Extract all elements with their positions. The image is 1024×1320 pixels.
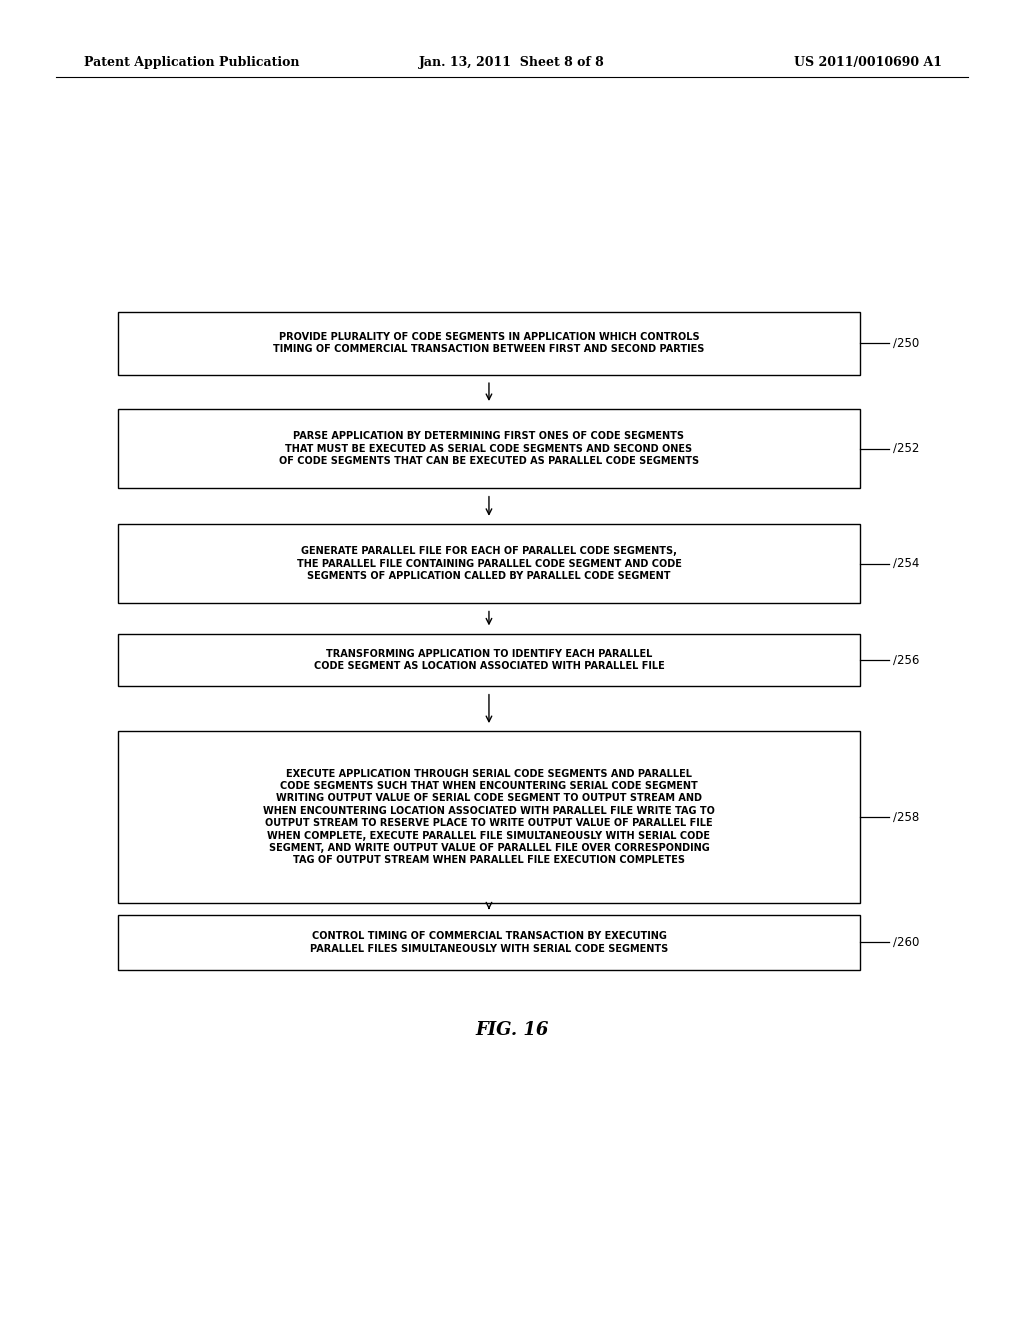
Text: EXECUTE APPLICATION THROUGH SERIAL CODE SEGMENTS AND PARALLEL
CODE SEGMENTS SUCH: EXECUTE APPLICATION THROUGH SERIAL CODE … (263, 768, 715, 866)
Text: TRANSFORMING APPLICATION TO IDENTIFY EACH PARALLEL
CODE SEGMENT AS LOCATION ASSO: TRANSFORMING APPLICATION TO IDENTIFY EAC… (313, 649, 665, 671)
Text: ∕256: ∕256 (893, 653, 920, 667)
Bar (118, 409, 860, 488)
Text: US 2011/0010690 A1: US 2011/0010690 A1 (794, 55, 942, 69)
Text: ∕258: ∕258 (893, 810, 920, 824)
Text: ∕260: ∕260 (893, 936, 920, 949)
Text: ∕250: ∕250 (893, 337, 920, 350)
Text: ∕254: ∕254 (893, 557, 920, 570)
Text: Patent Application Publication: Patent Application Publication (84, 55, 299, 69)
Text: CONTROL TIMING OF COMMERCIAL TRANSACTION BY EXECUTING
PARALLEL FILES SIMULTANEOU: CONTROL TIMING OF COMMERCIAL TRANSACTION… (310, 932, 668, 953)
Text: ∕252: ∕252 (893, 442, 920, 455)
Bar (118, 312, 860, 375)
Text: PROVIDE PLURALITY OF CODE SEGMENTS IN APPLICATION WHICH CONTROLS
TIMING OF COMME: PROVIDE PLURALITY OF CODE SEGMENTS IN AP… (273, 333, 705, 354)
Text: FIG. 16: FIG. 16 (475, 1020, 549, 1039)
Text: GENERATE PARALLEL FILE FOR EACH OF PARALLEL CODE SEGMENTS,
THE PARALLEL FILE CON: GENERATE PARALLEL FILE FOR EACH OF PARAL… (297, 546, 681, 581)
Bar (118, 524, 860, 603)
Text: PARSE APPLICATION BY DETERMINING FIRST ONES OF CODE SEGMENTS
THAT MUST BE EXECUT: PARSE APPLICATION BY DETERMINING FIRST O… (279, 432, 699, 466)
Bar (118, 634, 860, 686)
Bar (118, 731, 860, 903)
Text: Jan. 13, 2011  Sheet 8 of 8: Jan. 13, 2011 Sheet 8 of 8 (419, 55, 605, 69)
Bar (118, 915, 860, 970)
